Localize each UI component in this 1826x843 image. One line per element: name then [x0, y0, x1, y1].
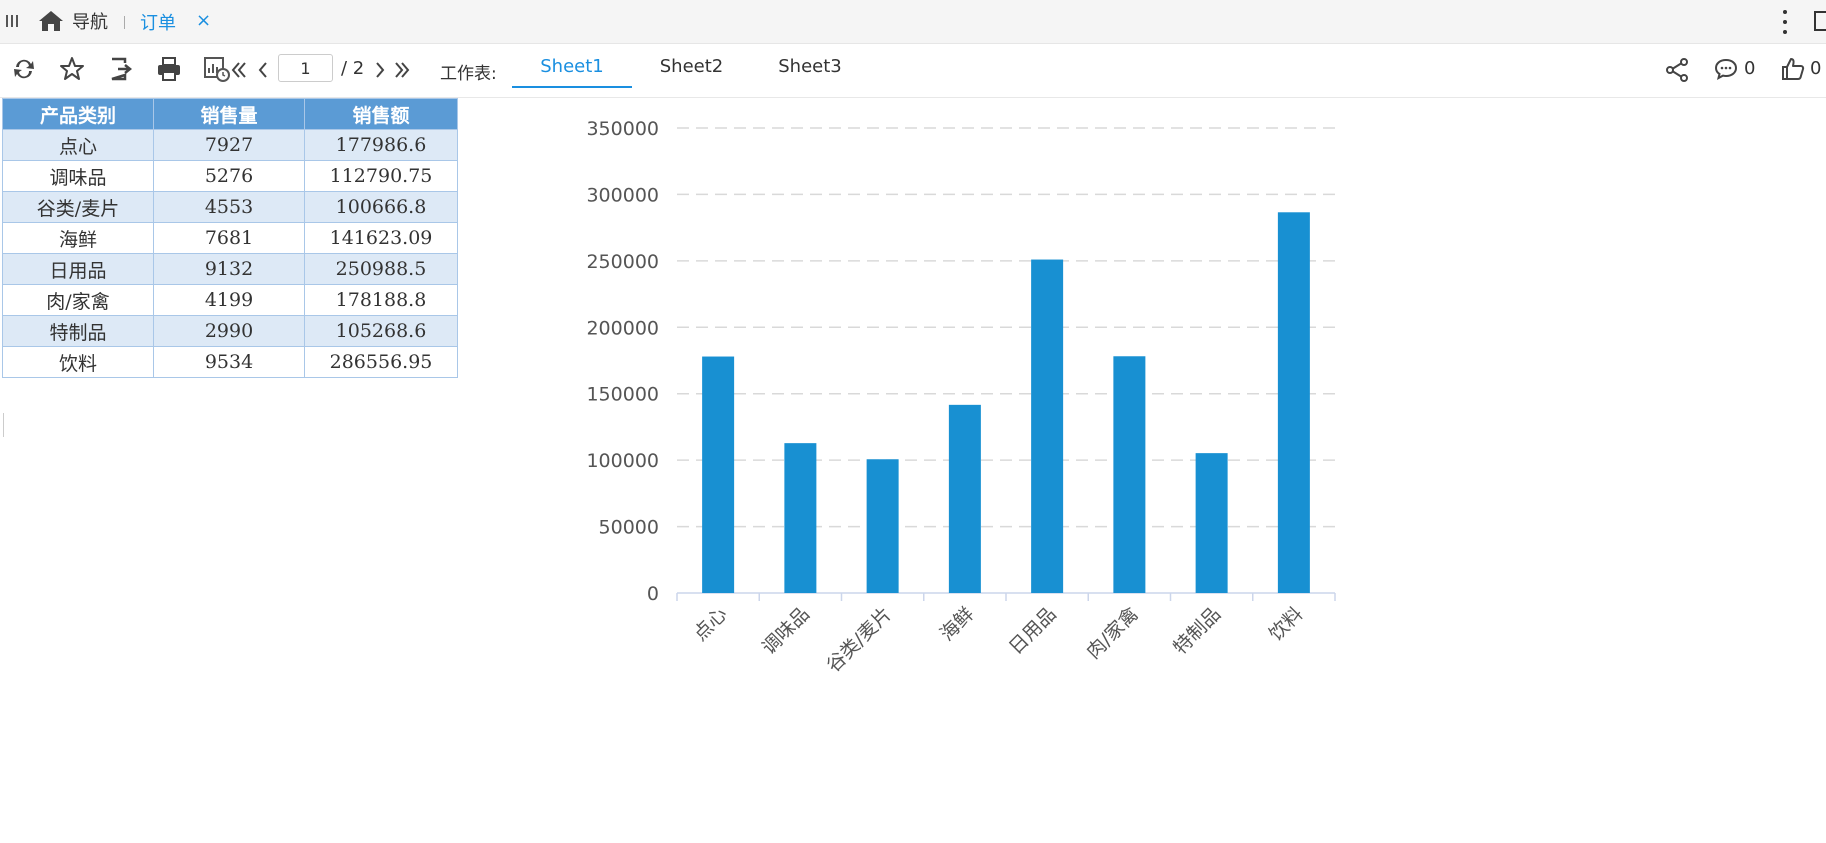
share-icon[interactable]: [1664, 57, 1690, 83]
bar[interactable]: [1031, 259, 1064, 593]
table-header-category: 产品类别: [2, 98, 154, 130]
home-icon: [39, 11, 63, 31]
y-tick-label: 100000: [586, 450, 659, 472]
first-page-icon[interactable]: [228, 57, 250, 83]
schedule-report-icon[interactable]: [203, 55, 231, 83]
sheet-label: 工作表:: [440, 64, 497, 84]
y-tick-label: 350000: [586, 118, 659, 140]
page-total: / 2: [341, 58, 365, 79]
bar[interactable]: [1113, 356, 1146, 593]
y-tick-label: 200000: [586, 317, 659, 339]
menu-icon[interactable]: [6, 15, 18, 27]
table-cell: 点心: [2, 129, 154, 161]
x-tick-label: 饮料: [1265, 603, 1307, 645]
tab-orders[interactable]: 订单: [140, 13, 176, 34]
y-tick-label: 150000: [586, 384, 659, 406]
x-tick-label: 谷类/麦片: [822, 603, 896, 677]
table-cell: 9534: [153, 346, 305, 378]
table-cell: 105268.6: [304, 315, 458, 347]
table-cell: 141623.09: [304, 222, 458, 254]
y-tick-label: 300000: [586, 184, 659, 206]
table-cell: 250988.5: [304, 253, 458, 285]
x-tick-label: 海鲜: [936, 603, 978, 645]
table-header-amount: 销售额: [304, 98, 458, 130]
tab-divider: [124, 16, 125, 29]
print-icon[interactable]: [155, 55, 183, 83]
like-icon[interactable]: [1781, 56, 1805, 82]
x-tick-label: 特制品: [1169, 603, 1225, 659]
table-row: 饮料 9534 286556.95: [2, 346, 458, 378]
y-tick-label: 50000: [599, 517, 659, 539]
bar[interactable]: [1277, 212, 1310, 593]
table-row: 谷类/麦片 4553 100666.8: [2, 191, 458, 223]
table-cell: 5276: [153, 160, 305, 192]
tab-close-icon[interactable]: ×: [196, 10, 212, 31]
table-cell: 肉/家禽: [2, 284, 154, 316]
comment-icon[interactable]: [1714, 57, 1738, 81]
table-cell: 286556.95: [304, 346, 458, 378]
table-cell: 谷类/麦片: [2, 191, 154, 223]
more-options-icon[interactable]: [1782, 9, 1788, 35]
table-header-row: 产品类别 销售量 销售额: [2, 98, 458, 130]
y-tick-label: 0: [647, 583, 659, 605]
prev-page-icon[interactable]: [252, 57, 274, 83]
export-icon[interactable]: [107, 55, 135, 83]
tab-sheet3[interactable]: Sheet3: [778, 56, 842, 77]
star-icon[interactable]: [58, 55, 86, 83]
table-cell: 饮料: [2, 346, 154, 378]
table-cell: 海鲜: [2, 222, 154, 254]
table-cell: 日用品: [2, 253, 154, 285]
table-header-quantity: 销售量: [153, 98, 305, 130]
table-row: 点心 7927 177986.6: [2, 129, 458, 161]
bar[interactable]: [948, 404, 981, 593]
table-cell: 2990: [153, 315, 305, 347]
report-toolbar: / 2 工作表: Sheet1 Sheet2 Sheet3 0 0: [0, 44, 1826, 98]
next-page-icon[interactable]: [369, 57, 391, 83]
table-row: 海鲜 7681 141623.09: [2, 222, 458, 254]
table-cell: 特制品: [2, 315, 154, 347]
table-row: 特制品 2990 105268.6: [2, 315, 458, 347]
y-tick-label: 250000: [586, 251, 659, 273]
tab-home-label: 导航: [72, 12, 108, 33]
table-cell: 100666.8: [304, 191, 458, 223]
tab-sheet2[interactable]: Sheet2: [659, 56, 724, 77]
table-row: 调味品 5276 112790.75: [2, 160, 458, 192]
bar[interactable]: [784, 443, 817, 593]
comment-count: 0: [1744, 58, 1756, 79]
x-tick-label: 点心: [689, 603, 731, 645]
table-cell: 调味品: [2, 160, 154, 192]
table-cell: 7927: [153, 129, 305, 161]
table-cell: 4553: [153, 191, 305, 223]
table-row: 日用品 9132 250988.5: [2, 253, 458, 285]
page-number-input[interactable]: [278, 54, 333, 82]
refresh-icon[interactable]: [10, 55, 38, 83]
tab-sheet1[interactable]: Sheet1: [512, 56, 632, 88]
bar[interactable]: [1195, 453, 1228, 593]
bar[interactable]: [866, 459, 899, 593]
x-tick-label: 日用品: [1005, 603, 1061, 659]
window-toggle-icon[interactable]: [1814, 11, 1826, 31]
sales-table: 产品类别 销售量 销售额 点心 7927 177986.6 调味品 5276 1…: [2, 98, 458, 378]
like-count: 0: [1810, 58, 1822, 79]
x-tick-label: 肉/家禽: [1083, 603, 1143, 663]
bar[interactable]: [702, 356, 735, 593]
table-cell: 177986.6: [304, 129, 458, 161]
table-cell: 112790.75: [304, 160, 458, 192]
table-cell: 7681: [153, 222, 305, 254]
table-cell: 178188.8: [304, 284, 458, 316]
tab-bar: 导航 订单 ×: [0, 0, 1826, 44]
last-page-icon[interactable]: [391, 57, 413, 83]
x-tick-label: 调味品: [758, 603, 814, 659]
table-cell: 4199: [153, 284, 305, 316]
panel-divider: [3, 413, 4, 437]
table-row: 肉/家禽 4199 178188.8: [2, 284, 458, 316]
tab-home[interactable]: 导航: [38, 8, 108, 34]
sales-bar-chart: 0 50000 100000 150000 200000 250000 300000 3500…: [586, 118, 1336, 677]
table-cell: 9132: [153, 253, 305, 285]
